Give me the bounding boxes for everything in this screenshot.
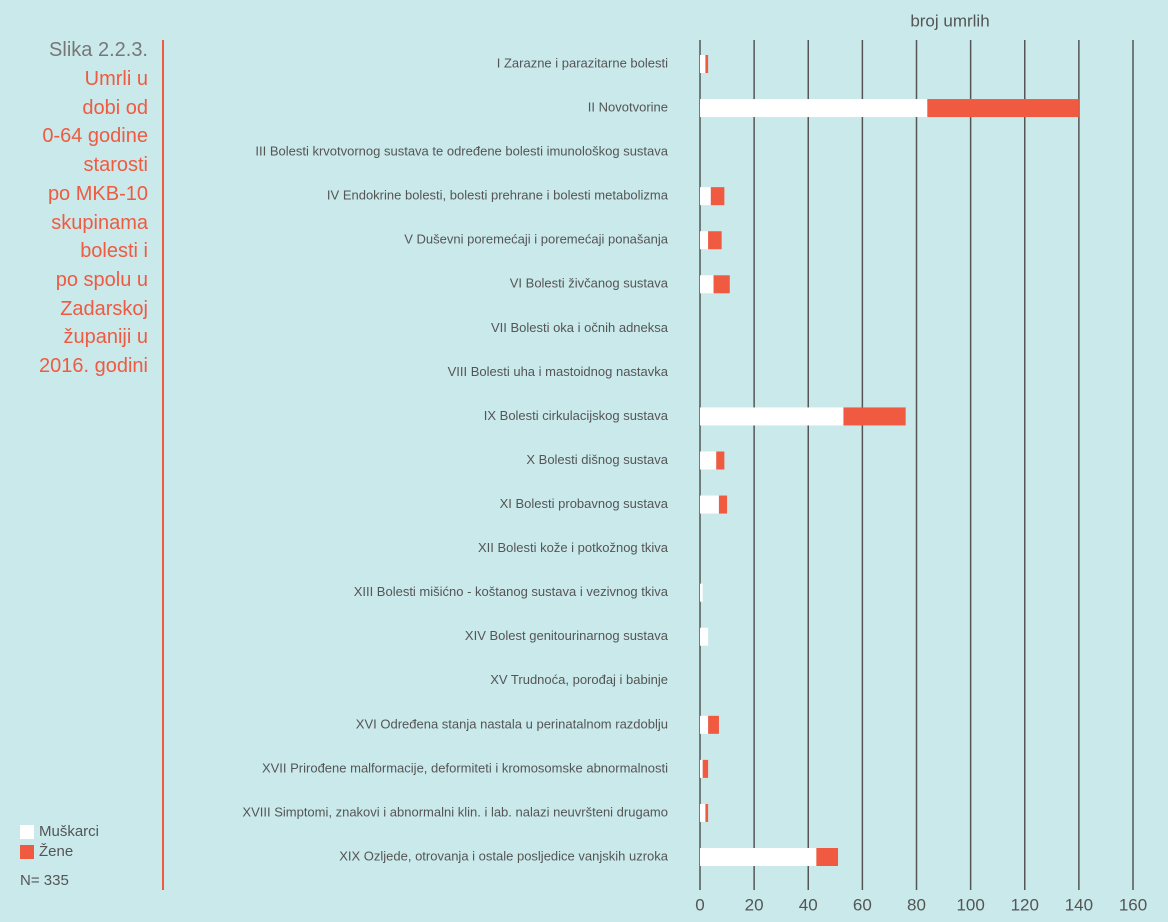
caption-line: Zadarskoj xyxy=(60,297,148,320)
bar-segment xyxy=(816,848,839,866)
caption-line: starosti xyxy=(83,154,148,177)
bar-segment xyxy=(702,759,709,778)
bar-segment xyxy=(700,803,706,822)
bar-segment xyxy=(700,187,711,206)
bar-segment xyxy=(708,715,719,734)
category-label: XVII Prirođene malformacije, deformiteti… xyxy=(262,760,668,775)
bar-segment xyxy=(705,55,709,73)
category-label: XI Bolesti probavnog sustava xyxy=(500,496,669,511)
caption-line: bolesti i xyxy=(80,240,148,263)
axis-title: broj umrlih xyxy=(910,11,989,30)
bar-segment xyxy=(713,275,730,294)
category-label: VII Bolesti oka i očnih adneksa xyxy=(491,320,669,335)
annotation: N= 335 xyxy=(20,872,69,889)
bar-segment xyxy=(700,275,714,294)
bar-segment xyxy=(700,715,709,734)
category-label: IX Bolesti cirkulacijskog sustava xyxy=(484,408,669,423)
caption-line: skupinama xyxy=(51,211,148,234)
caption-line: 2016. godini xyxy=(39,355,148,378)
bar-segment xyxy=(700,583,703,602)
x-tick-label: 100 xyxy=(956,895,984,914)
category-label: XVIII Simptomi, znakovi i abnormalni kli… xyxy=(242,804,668,819)
x-tick-label: 160 xyxy=(1119,895,1147,914)
legend-swatch xyxy=(20,845,34,859)
bar-segment xyxy=(710,187,725,206)
bar-segment xyxy=(700,407,844,426)
bar-segment xyxy=(700,759,703,778)
caption-line: Umrli u xyxy=(84,68,148,90)
bar-segment xyxy=(700,495,719,514)
caption-line: po MKB-10 xyxy=(47,182,148,205)
caption-line: po spolu u xyxy=(55,268,148,291)
category-label: XIX Ozljede, otrovanja i ostale posljedi… xyxy=(339,848,669,863)
category-label: III Bolesti krvotvornog sustava te određ… xyxy=(255,144,668,159)
category-label: X Bolesti dišnog sustava xyxy=(526,452,668,467)
category-label: V Duševni poremećaji i poremećaji ponaša… xyxy=(404,232,669,247)
category-label: IV Endokrine bolesti, bolesti prehrane i… xyxy=(327,188,669,203)
bar-segment xyxy=(705,803,709,822)
category-label: XVI Određena stanja nastala u perinataln… xyxy=(356,716,668,731)
category-label: VIII Bolesti uha i mastoidnog nastavka xyxy=(448,364,669,379)
caption-line: 0-64 godine xyxy=(42,125,148,148)
bar-segment xyxy=(700,627,709,646)
bar-segment xyxy=(843,407,906,426)
bar-segment xyxy=(700,451,717,470)
legend-swatch xyxy=(20,825,34,839)
x-tick-label: 20 xyxy=(745,895,764,914)
legend-label: Muškarci xyxy=(39,823,99,840)
x-tick-label: 0 xyxy=(695,895,704,914)
figure-label: Slika 2.2.3. xyxy=(49,39,148,61)
x-tick-label: 60 xyxy=(853,895,872,914)
category-label: XV Trudnoća, porođaj i babinje xyxy=(490,672,668,687)
bar-segment xyxy=(708,231,722,250)
bar-segment xyxy=(716,451,725,470)
x-tick-label: 80 xyxy=(907,895,926,914)
bar-segment xyxy=(700,99,928,118)
bar-segment xyxy=(700,231,709,250)
category-label: I Zarazne i parazitarne bolesti xyxy=(497,55,668,70)
category-label: XII Bolesti kože i potkožnog tkiva xyxy=(478,540,669,555)
legend-label: Žene xyxy=(39,843,73,860)
category-label: XIV Bolest genitourinarnog sustava xyxy=(465,628,669,643)
bar-segment xyxy=(700,55,706,73)
category-label: VI Bolesti živčanog sustava xyxy=(510,276,669,291)
bar-segment xyxy=(700,848,817,866)
category-label: XIII Bolesti mišićno - koštanog sustava … xyxy=(354,584,669,599)
caption-line: dobi od xyxy=(82,96,148,119)
bar-segment xyxy=(927,99,1079,118)
bar-segment xyxy=(718,495,728,514)
category-label: II Novotvorine xyxy=(588,99,668,114)
caption-line: županiji u xyxy=(63,326,148,349)
x-tick-label: 40 xyxy=(799,895,818,914)
x-tick-label: 120 xyxy=(1011,895,1039,914)
x-tick-label: 140 xyxy=(1065,895,1093,914)
caption: Umrli u dobi od 0-64 godine starosti po MKB-… xyxy=(39,65,148,381)
